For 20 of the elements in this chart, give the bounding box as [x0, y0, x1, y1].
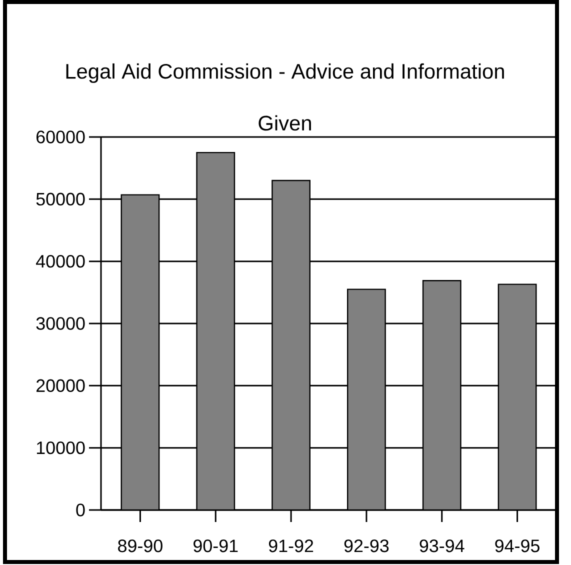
bar [272, 180, 310, 510]
x-tick-label: 94-95 [495, 540, 540, 552]
x-tick-label: 90-91 [194, 540, 238, 552]
chart-title: Legal Aid Commission - Advice and Information Given [66, 63, 504, 131]
bar [498, 284, 537, 510]
y-tick-label: 50000 [36, 192, 85, 206]
y-tick-label: 10000 [36, 441, 85, 454]
bar [422, 280, 462, 510]
y-tick-label: 30000 [36, 317, 85, 330]
y-tick-label: 60000 [36, 130, 85, 144]
bar [120, 194, 160, 510]
x-tick-label: 89-90 [118, 540, 162, 552]
y-tick-label: 0 [76, 504, 85, 516]
y-tick-label: 40000 [36, 254, 85, 268]
x-tick-label: 92-93 [344, 540, 389, 552]
x-tick-label: 91-92 [268, 540, 314, 552]
bar [196, 152, 236, 510]
x-tick-label: 93-94 [420, 540, 464, 552]
y-tick-label: 20000 [36, 379, 85, 392]
bar [347, 288, 386, 510]
